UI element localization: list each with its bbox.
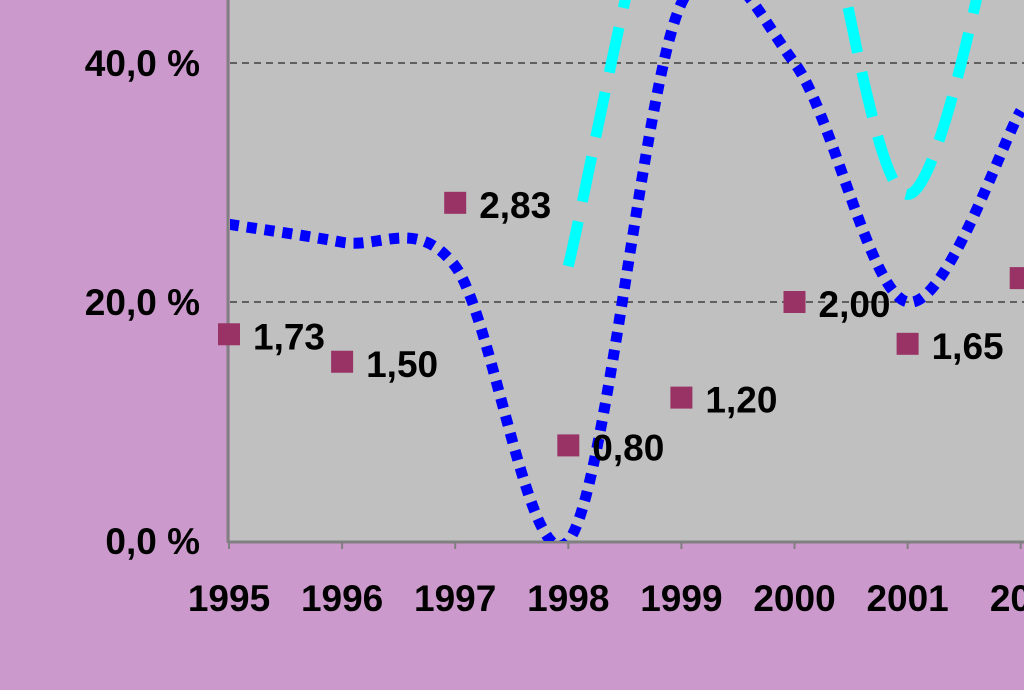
y-tick-label: 0,0 % <box>105 521 200 562</box>
data-label: 2,00 <box>819 284 891 325</box>
data-marker <box>1009 267 1024 290</box>
data-marker <box>557 434 580 457</box>
x-tick-label: 2001 <box>866 578 948 619</box>
data-label: 1,50 <box>366 344 438 385</box>
data-label: 0,80 <box>592 427 664 468</box>
data-marker <box>218 323 240 346</box>
data-label: 1,20 <box>705 380 777 421</box>
dashed-series-line <box>562 0 982 268</box>
x-tick-label: 200 <box>990 578 1024 619</box>
x-tick-label: 1997 <box>414 578 496 619</box>
y-tick-label: 20,0 % <box>85 282 200 323</box>
data-marker <box>896 332 919 355</box>
data-marker <box>783 291 806 313</box>
data-label: 2,83 <box>479 185 551 226</box>
data-label: 1,65 <box>932 326 1004 367</box>
data-label: 1,73 <box>253 316 325 357</box>
dotted-series-line <box>230 0 1024 541</box>
x-tick-label: 2000 <box>753 578 835 619</box>
data-marker <box>444 191 467 214</box>
x-tick-label: 1995 <box>188 578 270 619</box>
x-tick-label: 1996 <box>301 578 383 619</box>
data-marker <box>670 386 693 409</box>
y-tick-label: 40,0 % <box>85 43 200 84</box>
data-marker <box>331 350 354 373</box>
x-tick-label: 1998 <box>527 578 609 619</box>
x-tick-label: 1999 <box>640 578 722 619</box>
